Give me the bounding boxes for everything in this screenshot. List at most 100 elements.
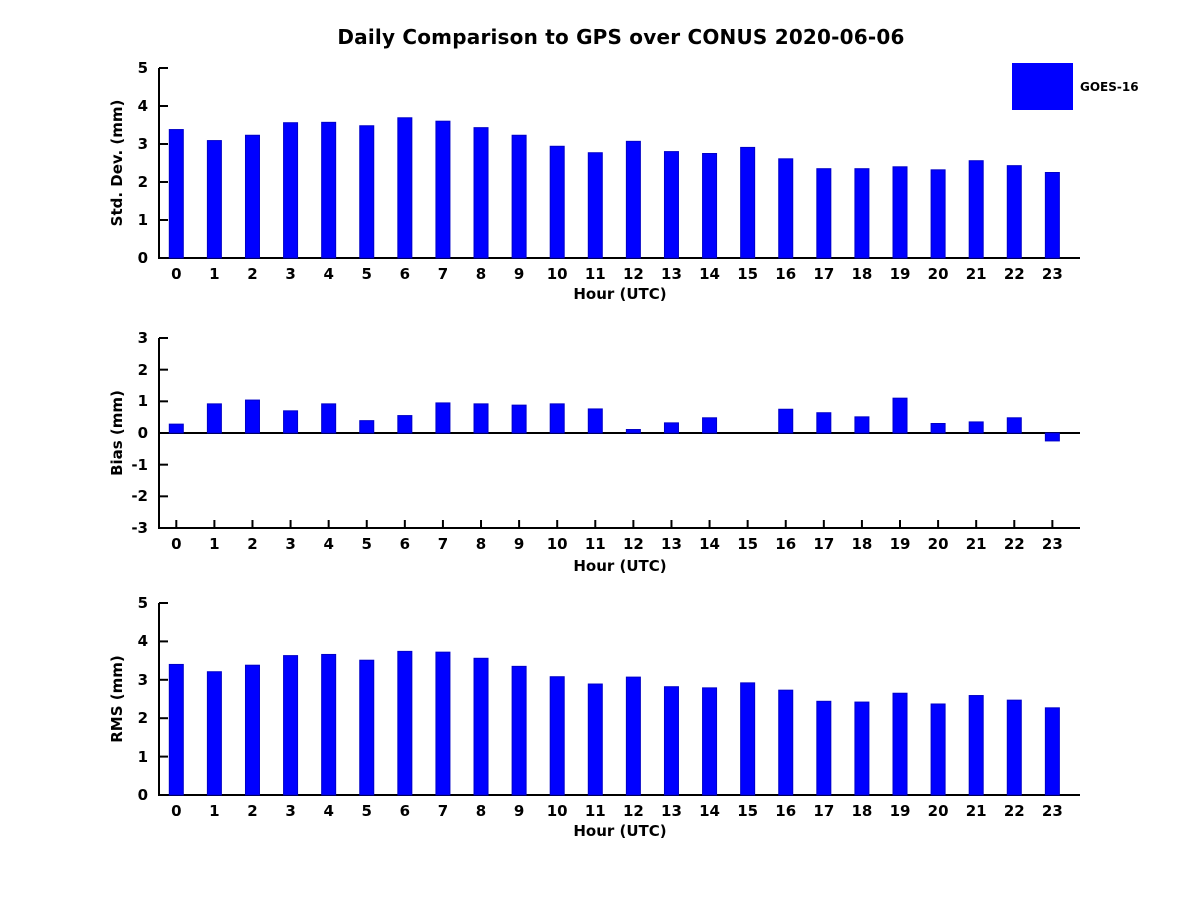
x-tick-label: 10 <box>546 802 568 820</box>
x-tick-label: 0 <box>171 535 182 553</box>
bar-bias-h18 <box>854 416 870 434</box>
x-tick-label: 6 <box>399 535 411 553</box>
x-tick-label: 2 <box>247 535 258 553</box>
y-tick-label: 5 <box>137 594 148 612</box>
y-tick-label: 1 <box>137 392 148 411</box>
bar-std-h4 <box>321 121 337 259</box>
x-tick-label: 12 <box>622 265 644 283</box>
x-tick-label: 6 <box>399 265 411 283</box>
bar-std-h11 <box>587 152 603 259</box>
bar-rms-h13 <box>663 686 679 796</box>
bar-bias-h2 <box>244 399 260 434</box>
x-tick-label: 15 <box>737 802 759 820</box>
y-tick-label: 4 <box>137 97 148 115</box>
legend: GOES-16 <box>1012 63 1139 110</box>
x-tick-label: 5 <box>361 802 372 820</box>
x-tick-label: 20 <box>927 535 949 553</box>
x-tick-label: 8 <box>475 802 487 820</box>
bar-rms-h3 <box>283 655 299 796</box>
bar-bias-h17 <box>816 412 832 434</box>
bar-rms-h17 <box>816 700 832 796</box>
x-tick-label: 1 <box>209 802 220 820</box>
bar-std-h17 <box>816 168 832 259</box>
x-tick-label: 11 <box>584 535 606 553</box>
chart-title: Daily Comparison to GPS over CONUS 2020-… <box>337 25 905 49</box>
x-tick-label: 14 <box>699 535 720 553</box>
x-tick-label: 17 <box>813 535 835 553</box>
x-tick-label: 20 <box>927 265 949 283</box>
x-tick-label: 17 <box>813 265 835 283</box>
x-tick-label: 3 <box>285 535 296 553</box>
x-tick-label: 8 <box>475 535 487 553</box>
bar-rms-h0 <box>168 663 184 796</box>
bar-rms-h16 <box>778 689 794 796</box>
y-tick-label: 2 <box>137 360 148 379</box>
bar-rms-h5 <box>359 659 375 796</box>
x-tick-label: 21 <box>965 535 987 553</box>
x-tick-label: 3 <box>285 265 296 283</box>
bar-bias-h10 <box>549 403 565 434</box>
y-tick-label: 5 <box>137 59 148 77</box>
bar-rms-h10 <box>549 676 565 796</box>
bar-std-h21 <box>968 160 984 259</box>
y-tick-label: -3 <box>131 519 148 537</box>
x-tick-label: 22 <box>1003 535 1025 553</box>
bar-std-h19 <box>892 166 908 259</box>
bar-bias-h0 <box>168 423 184 434</box>
x-tick-label: 0 <box>171 802 182 820</box>
ylabel-stddev: Std. Dev. (mm) <box>108 99 126 227</box>
x-tick-label: 9 <box>513 265 525 283</box>
x-tick-label: 19 <box>889 265 911 283</box>
x-tick-label: 0 <box>171 265 182 283</box>
x-tick-label: 11 <box>584 265 606 283</box>
ylabel-rms: RMS (mm) <box>108 655 126 743</box>
x-tick-label: 23 <box>1041 802 1063 820</box>
y-tick-label: 2 <box>137 173 148 191</box>
x-tick-label: 13 <box>661 265 682 283</box>
bar-std-h10 <box>549 145 565 259</box>
bar-std-h13 <box>663 151 679 259</box>
bar-bias-h8 <box>473 403 489 434</box>
bar-rms-h7 <box>435 651 451 796</box>
legend-swatch-icon <box>1012 63 1073 110</box>
bar-rms-h22 <box>1006 699 1022 796</box>
bar-bias-h9 <box>511 404 527 434</box>
x-tick-label: 8 <box>475 265 487 283</box>
x-tick-label: 9 <box>513 535 525 553</box>
bar-std-h6 <box>397 117 413 259</box>
x-tick-label: 11 <box>584 802 606 820</box>
bar-rms-h4 <box>321 653 337 796</box>
x-tick-label: 14 <box>699 802 720 820</box>
bar-bias-h1 <box>206 403 222 434</box>
x-tick-label: 5 <box>361 265 372 283</box>
y-tick-label: 3 <box>137 670 148 689</box>
legend-label: GOES-16 <box>1080 79 1139 94</box>
x-tick-label: 3 <box>285 802 296 820</box>
x-tick-label: 7 <box>437 802 449 820</box>
y-tick-label: 1 <box>137 747 148 766</box>
x-tick-label: 7 <box>437 265 449 283</box>
bar-rms-h6 <box>397 650 413 796</box>
bar-rms-h14 <box>702 687 718 796</box>
bar-rms-h20 <box>930 703 946 796</box>
bar-bias-h13 <box>663 422 679 434</box>
bar-bias-h7 <box>435 402 451 434</box>
x-tick-label: 22 <box>1003 265 1025 283</box>
y-tick-label: 0 <box>137 424 148 442</box>
y-tick-label: -2 <box>131 487 148 506</box>
xlabel-rms: Hour (UTC) <box>573 822 667 840</box>
x-tick-label: 12 <box>622 535 644 553</box>
bar-std-h0 <box>168 129 184 259</box>
bar-rms-h11 <box>587 683 603 796</box>
x-tick-label: 16 <box>775 802 797 820</box>
bar-rms-h8 <box>473 657 489 796</box>
bar-bias-h21 <box>968 421 984 434</box>
x-tick-label: 23 <box>1041 535 1063 553</box>
bar-bias-h3 <box>283 410 299 434</box>
bar-bias-h20 <box>930 423 946 434</box>
bar-bias-h23 <box>1044 432 1060 442</box>
y-tick-label: 0 <box>137 786 148 804</box>
x-tick-label: 15 <box>737 265 759 283</box>
